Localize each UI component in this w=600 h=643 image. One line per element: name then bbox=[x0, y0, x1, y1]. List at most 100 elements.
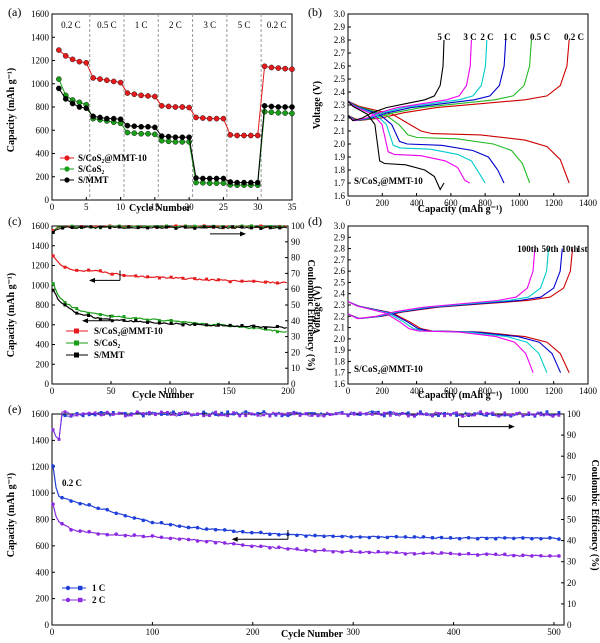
data-point bbox=[76, 104, 83, 110]
data-point bbox=[110, 115, 117, 122]
panel-b-ylabel: Voltage (V) bbox=[312, 81, 323, 129]
data-point bbox=[56, 76, 62, 82]
data-point bbox=[97, 114, 103, 121]
data-point bbox=[220, 115, 227, 122]
panel-d-sample-label: S/CoS₂@MMT-10 bbox=[354, 364, 423, 374]
curve-label: 3 C bbox=[463, 32, 476, 42]
panel-d-ytick-label: 2.8 bbox=[334, 244, 346, 254]
data-point bbox=[76, 99, 83, 106]
data-point bbox=[206, 175, 213, 182]
data-point bbox=[165, 133, 172, 140]
data-point bbox=[289, 110, 295, 117]
data-point bbox=[56, 47, 62, 53]
panel-c-ytick-label: 0 bbox=[45, 379, 50, 389]
panel-a-xtick-label: 5 bbox=[84, 202, 89, 212]
panel-d-ytick-label: 2.3 bbox=[334, 300, 346, 310]
panel-a-xlabel: Cycle Number bbox=[129, 203, 191, 214]
panel-e-ylabel: Capacity (mAh g⁻¹) bbox=[6, 473, 17, 557]
data-point bbox=[124, 90, 131, 96]
legend-label: S/MMT bbox=[94, 350, 125, 360]
legend-marker bbox=[65, 585, 71, 591]
legend-marker bbox=[64, 177, 70, 183]
discharge-curve bbox=[347, 100, 505, 184]
panel-d-xtick-label: 1200 bbox=[545, 386, 564, 396]
data-point bbox=[110, 78, 117, 85]
panel-e-xtick-label: 200 bbox=[246, 627, 260, 637]
rate-label: 0.5 C bbox=[97, 20, 117, 30]
data-point bbox=[179, 104, 186, 110]
data-point bbox=[158, 137, 165, 144]
panel-b-ytick-label: 2.6 bbox=[334, 61, 346, 71]
panel-c-y2tick-label: 0 bbox=[291, 379, 296, 389]
data-point bbox=[275, 104, 282, 110]
panel-a-xtick-label: 25 bbox=[219, 202, 229, 212]
panel-b-xtick-label: 600 bbox=[444, 198, 458, 208]
data-point bbox=[62, 53, 69, 59]
panel-d-ytick-label: 2.1 bbox=[334, 323, 345, 333]
rate-label: 0.2 C bbox=[267, 20, 287, 30]
panel-e-y2tick-label: 20 bbox=[567, 578, 577, 588]
panel-d-ytick-label: 2.7 bbox=[334, 255, 346, 265]
capacity-line bbox=[52, 465, 560, 540]
legend-label: 1 C bbox=[92, 583, 105, 593]
data-point bbox=[254, 132, 261, 139]
panel-d-ytick-label: 2.2 bbox=[334, 311, 345, 321]
panel-b-xtick-label: 1200 bbox=[545, 198, 564, 208]
curve-label: 0.2 C bbox=[564, 32, 584, 42]
discharge-curve bbox=[347, 100, 486, 184]
data-point bbox=[145, 123, 151, 130]
ce-marker bbox=[51, 428, 55, 432]
data-point bbox=[158, 103, 165, 109]
panel-b-xlabel: Capacity (mAh g⁻¹) bbox=[418, 204, 502, 215]
data-point bbox=[179, 134, 186, 141]
data-point bbox=[282, 104, 288, 110]
panel-b-ytick-label: 1.6 bbox=[334, 191, 346, 201]
data-point bbox=[90, 75, 96, 81]
panel-letter-b: (b) bbox=[308, 5, 322, 19]
data-point bbox=[193, 114, 199, 121]
curve-label: 100th bbox=[517, 244, 539, 254]
data-point bbox=[227, 132, 234, 138]
data-point bbox=[186, 104, 192, 111]
panel-letter-e: (e) bbox=[8, 402, 21, 416]
series-line bbox=[58, 49, 293, 136]
panel-b-ytick-label: 2.1 bbox=[334, 126, 345, 136]
panel-c-ylabel: Capacity (mAh g⁻¹) bbox=[6, 273, 17, 357]
data-point bbox=[282, 110, 288, 116]
legend-marker bbox=[64, 166, 70, 172]
data-point bbox=[213, 115, 220, 122]
panel-e-ytick-label: 800 bbox=[36, 515, 50, 525]
panel-d-ytick-label: 2.5 bbox=[334, 277, 346, 287]
panel-a-xtick-label: 15 bbox=[150, 202, 160, 212]
panel-b-ytick-label: 2.9 bbox=[334, 22, 346, 32]
panel-c-y2tick-label: 70 bbox=[291, 268, 301, 278]
panel-e-y2tick-label: 60 bbox=[567, 493, 577, 503]
capacity-line bbox=[52, 289, 288, 329]
panel-d-xtick-label: 400 bbox=[410, 386, 424, 396]
capacity-line bbox=[52, 283, 287, 333]
panel-e-y2tick-label: 70 bbox=[567, 472, 577, 482]
panel-d-ytick-label: 2.0 bbox=[334, 334, 346, 344]
data-point bbox=[193, 179, 199, 186]
panel-c-y2tick-label: 60 bbox=[291, 284, 301, 294]
charge-curve bbox=[347, 39, 532, 122]
panel-d-xtick-label: 800 bbox=[478, 386, 492, 396]
panel-b: 0 200 400 600 800 1000 1200 1400 1.6 1.7 1.8 1.9 2.0… bbox=[334, 9, 598, 208]
legend-label: S/MMT bbox=[78, 175, 109, 185]
panel-c-ytick-label: 200 bbox=[36, 359, 50, 369]
discharge-curve bbox=[347, 301, 534, 373]
data-point bbox=[275, 65, 282, 71]
panel-b-ytick-label: 2.7 bbox=[334, 48, 346, 58]
discharge-curve bbox=[347, 100, 531, 184]
legend-label: S/CoS₂@MMT-10 bbox=[94, 326, 163, 336]
panel-d-xtick-label: 200 bbox=[376, 386, 390, 396]
data-point bbox=[193, 175, 199, 181]
legend-marker bbox=[74, 340, 79, 346]
panel-c-xtick-label: 0 bbox=[50, 386, 55, 396]
data-point bbox=[200, 115, 206, 121]
data-point bbox=[179, 139, 186, 145]
panel-b-ytick-label: 2.8 bbox=[334, 35, 346, 45]
panel-e-ytick-label: 400 bbox=[36, 567, 50, 577]
data-point bbox=[131, 91, 138, 98]
